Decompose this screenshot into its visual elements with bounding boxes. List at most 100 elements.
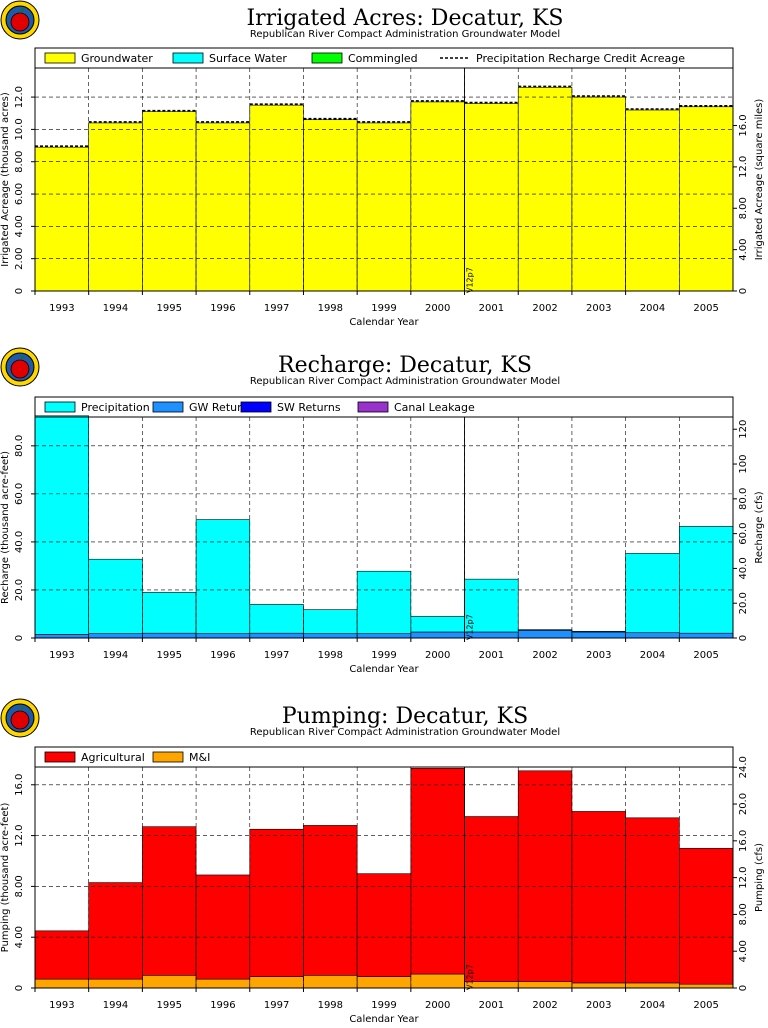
bar-groundwater-2005 — [679, 106, 734, 292]
bar-gw-returns-1999 — [356, 633, 412, 639]
bar-gw-returns-1995 — [142, 632, 197, 639]
x-tick-label: 1997 — [264, 1000, 289, 1011]
legend-swatch — [240, 401, 272, 413]
bar-gw-returns-1997 — [249, 632, 304, 639]
legend-swatch — [357, 401, 389, 413]
bar-precipitation-1999 — [356, 570, 412, 634]
x-axis-label: Calendar Year — [349, 1014, 419, 1024]
y2-tick-label: 0 — [738, 288, 749, 294]
bar-agricultural-1997 — [249, 828, 304, 977]
y-tick-label: 12.0 — [14, 86, 25, 108]
y-axis-label: Recharge (thousand acre-feet) — [0, 451, 11, 604]
x-tick-label: 1998 — [318, 303, 343, 314]
logo-apple — [10, 12, 30, 32]
bar-groundwater-1995 — [142, 111, 197, 292]
legend-label: Agricultural — [81, 751, 145, 764]
bar-m-i-2000 — [410, 973, 465, 989]
bar-groundwater-2002 — [517, 87, 573, 292]
bar-gw-returns-2000 — [410, 631, 465, 639]
y-tick-label: 6.00 — [14, 183, 25, 205]
x-tick-label: 1995 — [157, 303, 182, 314]
bar-m-i-1996 — [195, 978, 251, 989]
y-tick-label: 4.00 — [14, 926, 25, 948]
x-axis-label: Calendar Year — [349, 317, 419, 328]
bar-m-i-1994 — [88, 978, 143, 989]
y-tick-label: 12.0 — [14, 824, 25, 846]
chart-subtitle: Republican River Compact Administration … — [250, 29, 560, 40]
bar-gw-returns-2004 — [625, 632, 680, 639]
bar-agricultural-2004 — [625, 817, 680, 984]
y-tick-label: 20.0 — [14, 579, 25, 601]
logo-leaf — [20, 706, 24, 712]
bar-groundwater-2000 — [410, 101, 465, 292]
legend-label: Precipitation Recharge Credit Acreage — [476, 52, 685, 65]
y-tick-label: 80.0 — [14, 435, 25, 457]
y-axis-label: Pumping (thousand acre-feet) — [0, 803, 11, 953]
x-tick-label: 1998 — [318, 650, 343, 661]
bar-gw-returns-1996 — [195, 633, 251, 639]
chart-subtitle: Republican River Compact Administration … — [250, 727, 560, 738]
bar-precipitation-2002 — [517, 629, 573, 631]
y-tick-label: 0 — [14, 635, 25, 641]
y-tick-label: 8.00 — [14, 875, 25, 897]
bar-m-i-2005 — [679, 983, 734, 989]
bar-agricultural-2001 — [464, 816, 519, 982]
legend-label: Commingled — [348, 52, 418, 65]
bar-agricultural-1998 — [303, 825, 358, 976]
legend-swatch — [44, 751, 76, 763]
x-tick-label: 2003 — [586, 1000, 611, 1011]
x-tick-label: 1995 — [157, 650, 182, 661]
x-tick-label: 2002 — [532, 1000, 557, 1011]
y2-tick-label: 20.0 — [738, 592, 749, 614]
y2-tick-label: 24.0 — [738, 756, 749, 778]
x-tick-label: 1999 — [371, 303, 396, 314]
y-tick-label: 4.00 — [14, 215, 25, 237]
x-tick-label: 2002 — [532, 303, 557, 314]
y-tick-label: 0 — [14, 288, 25, 294]
bar-m-i-1997 — [249, 976, 304, 989]
bar-precipitation-1995 — [142, 592, 197, 634]
bar-m-i-1995 — [142, 974, 197, 989]
bar-agricultural-1996 — [195, 874, 251, 980]
x-tick-label: 2000 — [425, 303, 450, 314]
x-tick-label: 2005 — [693, 303, 718, 314]
x-tick-label: 1998 — [318, 1000, 343, 1011]
bar-groundwater-1998 — [303, 119, 358, 292]
y-axis-label: Irrigated Acreage (thousand acres) — [0, 92, 11, 267]
y-tick-label: 40.0 — [14, 531, 25, 553]
version-annotation: V12p7 — [466, 614, 475, 640]
y2-tick-label: 4.00 — [738, 238, 749, 260]
y2-tick-label: 0 — [738, 635, 749, 641]
bar-m-i-1999 — [356, 976, 412, 989]
x-tick-label: 1996 — [210, 303, 235, 314]
y2-tick-label: 20.0 — [738, 793, 749, 815]
x-tick-label: 2001 — [479, 1000, 504, 1011]
y2-tick-label: 8.00 — [738, 197, 749, 219]
y-tick-label: 60.0 — [14, 483, 25, 505]
x-tick-label: 2001 — [479, 303, 504, 314]
y-tick-label: 8.00 — [14, 151, 25, 173]
apple-logo-icon — [0, 698, 40, 738]
version-annotation: V12p7 — [466, 267, 475, 293]
legend-label: SW Returns — [277, 401, 341, 414]
y2-tick-label: 40.0 — [738, 557, 749, 579]
chart-title: Recharge: Decatur, KS — [278, 353, 532, 378]
bar-precipitation-2000 — [410, 616, 465, 633]
x-tick-label: 1996 — [210, 1000, 235, 1011]
x-tick-label: 2003 — [586, 650, 611, 661]
logo-apple — [10, 359, 30, 379]
logo-leaf — [20, 8, 24, 14]
x-tick-label: 1999 — [371, 650, 396, 661]
legend-label: Canal Leakage — [394, 401, 475, 414]
x-tick-label: 2003 — [586, 303, 611, 314]
plot-frame — [34, 67, 734, 292]
x-tick-label: 2000 — [425, 1000, 450, 1011]
x-tick-label: 2005 — [693, 650, 718, 661]
y2-tick-label: 12.0 — [738, 866, 749, 888]
x-tick-label: 1993 — [49, 303, 74, 314]
x-tick-label: 1999 — [371, 1000, 396, 1011]
x-tick-label: 1997 — [264, 650, 289, 661]
bar-agricultural-1993 — [34, 930, 89, 980]
bar-agricultural-1994 — [88, 882, 143, 980]
